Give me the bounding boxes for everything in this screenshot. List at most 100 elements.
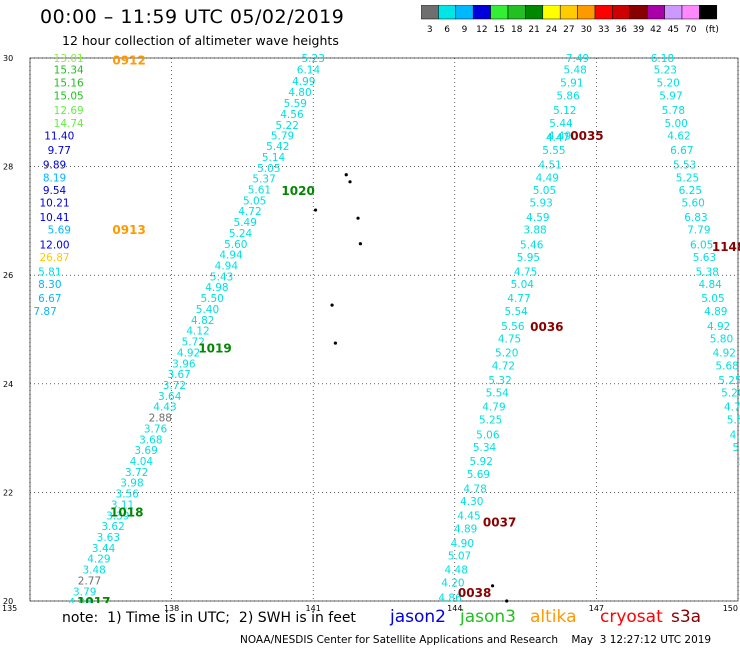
wave-height-label: 5.44 (549, 118, 573, 130)
legend-label: 6 (444, 25, 450, 35)
wave-height-label: 5.20 (656, 78, 679, 90)
wave-height-label: 4.92 (713, 347, 736, 359)
wave-height-label: 8.19 (43, 173, 66, 185)
wave-height-label: 5.46 (520, 239, 544, 251)
island-dot (348, 180, 352, 184)
wave-height-label: 4.75 (498, 333, 521, 345)
wave-height-label: 4.80 (288, 87, 311, 99)
wave-height-label: 3.11 (111, 499, 134, 511)
wave-height-label: 5.93 (529, 198, 552, 210)
x-tick-label: 138 (164, 604, 179, 613)
wave-height-label: 3.79 (73, 586, 96, 598)
wave-height-label: 3.48 (82, 565, 105, 577)
series-cryosat: 7.495.485.915.865.125.444.494.475.554.51… (438, 54, 589, 603)
wave-height-label: 3.98 (120, 478, 143, 490)
wave-height-label: 5.20 (721, 388, 740, 400)
x-tick-label: 144 (447, 604, 462, 613)
island-dot (358, 242, 362, 246)
pass-time-label: 1018 (110, 505, 143, 519)
wave-height-label: 4.94 (215, 261, 239, 273)
chart-subtitle: 12 hour collection of altimeter wave hei… (62, 33, 339, 48)
wave-height-label: 5.68 (715, 360, 738, 372)
wave-height-label: 5.92 (470, 456, 493, 468)
pass-time-label: 0036 (530, 320, 563, 334)
wave-height-label: 4.94 (219, 250, 243, 262)
wave-height-label: 13.01 (54, 53, 84, 65)
satellite-jason3: jason3 (460, 607, 516, 627)
wave-height-label: 4.98 (205, 282, 228, 294)
wave-height-label: 4.47 (546, 132, 569, 144)
wave-height-label: 11.40 (44, 131, 74, 143)
color-legend: 3 6 9 12 15 18 21 24 27 30 33 36 39 42 45 70 (ft) (421, 5, 719, 35)
wave-height-label: 10.41 (40, 212, 70, 224)
wave-height-label: 3.88 (523, 225, 546, 237)
wave-height-label: 3.56 (116, 489, 140, 501)
series-s3a: 6.185.235.205.975.785.004.626.675.535.25… (651, 54, 740, 468)
wave-height-label: 4.75 (514, 266, 537, 278)
wave-height-label: 5.56 (501, 321, 525, 333)
wave-height-label: 5.79 (271, 131, 294, 143)
legend-label: 3 (427, 25, 433, 35)
wave-height-label: 3.68 (139, 434, 162, 446)
wave-height-label: 5.48 (563, 64, 586, 76)
legend-label: 36 (615, 25, 627, 35)
legend-label: (ft) (705, 25, 719, 35)
wave-height-label: 7.87 (33, 306, 56, 318)
legend-label: 30 (581, 25, 593, 35)
series-jason3: 5.236.144.994.805.594.565.225.795.425.14… (68, 53, 325, 603)
wave-height-label: 7.79 (687, 225, 710, 237)
wave-height-label: 5.69 (467, 469, 490, 481)
legend-swatch-16: (ft) (699, 5, 719, 35)
wave-height-label: 4.78 (463, 484, 486, 496)
wave-height-label: 5.05 (243, 195, 266, 207)
island-marks (313, 173, 509, 603)
wave-height-label: 4.77 (507, 293, 530, 305)
wave-height-label: 5.05 (533, 185, 556, 197)
x-tick-label: 150 (723, 604, 738, 613)
wave-height-label: 4.90 (451, 538, 474, 550)
wave-height-label: 5.43 (210, 271, 233, 283)
legend-label: 18 (511, 25, 523, 35)
wave-height-label: 5.05 (701, 293, 724, 305)
wave-height-label: 5.34 (473, 442, 497, 454)
legend-label: 9 (462, 25, 468, 35)
satellite-cryosat: cryosat (600, 607, 663, 627)
wave-height-label: 2.88 (149, 413, 172, 425)
wave-height-label: 5.23 (302, 53, 325, 65)
y-tick-label: 26 (3, 271, 13, 280)
wave-height-label: 5.80 (710, 333, 733, 345)
pass-time-label: 0037 (483, 515, 516, 529)
wave-height-label: 15.05 (54, 91, 84, 103)
wave-height-label: 6.83 (684, 212, 707, 224)
footer-note: note: 1) Time is in UTC; 2) SWH is in fe… (62, 610, 356, 626)
island-dot (330, 303, 334, 307)
plot-frame (29, 57, 739, 602)
legend-label: 27 (563, 25, 574, 35)
wave-height-label: 5.12 (553, 105, 576, 117)
wave-height-label: 4.48 (445, 565, 468, 577)
wave-height-label: 5.50 (727, 415, 740, 427)
wave-height-label: 5.05 (257, 163, 280, 175)
wave-height-label: 5.14 (262, 152, 286, 164)
legend-label: 39 (633, 25, 645, 35)
wave-height-label: 5.37 (252, 174, 275, 186)
pass-time-label: 1017 (77, 595, 110, 609)
wave-height-label: 4.49 (536, 173, 559, 185)
wave-height-label: 5.25 (676, 173, 699, 185)
wave-height-label: 5.42 (266, 141, 289, 153)
wave-height-label: 6.25 (679, 185, 702, 197)
island-dot (313, 208, 318, 212)
wave-height-label: 4.84 (698, 279, 722, 291)
pass-time-label: 1020 (281, 184, 314, 198)
pass-time-label: 0038 (458, 586, 491, 600)
wave-height-label: 5.81 (38, 266, 61, 278)
pass-time-labels: 0912 0913 1020 1019 1018 1017 0035 0036 0037 0038… (77, 54, 740, 609)
wave-height-label: 5.53 (673, 160, 696, 172)
wave-height-label: 4.89 (454, 523, 477, 535)
wave-height-label: 6.67 (670, 145, 693, 157)
wave-height-label: 5.00 (664, 118, 687, 130)
wave-height-label: 4.92 (707, 321, 730, 333)
pass-time-label: 0035 (570, 129, 603, 143)
wave-height-label: 4.04 (130, 456, 154, 468)
y-tick-label: 20 (3, 597, 13, 606)
